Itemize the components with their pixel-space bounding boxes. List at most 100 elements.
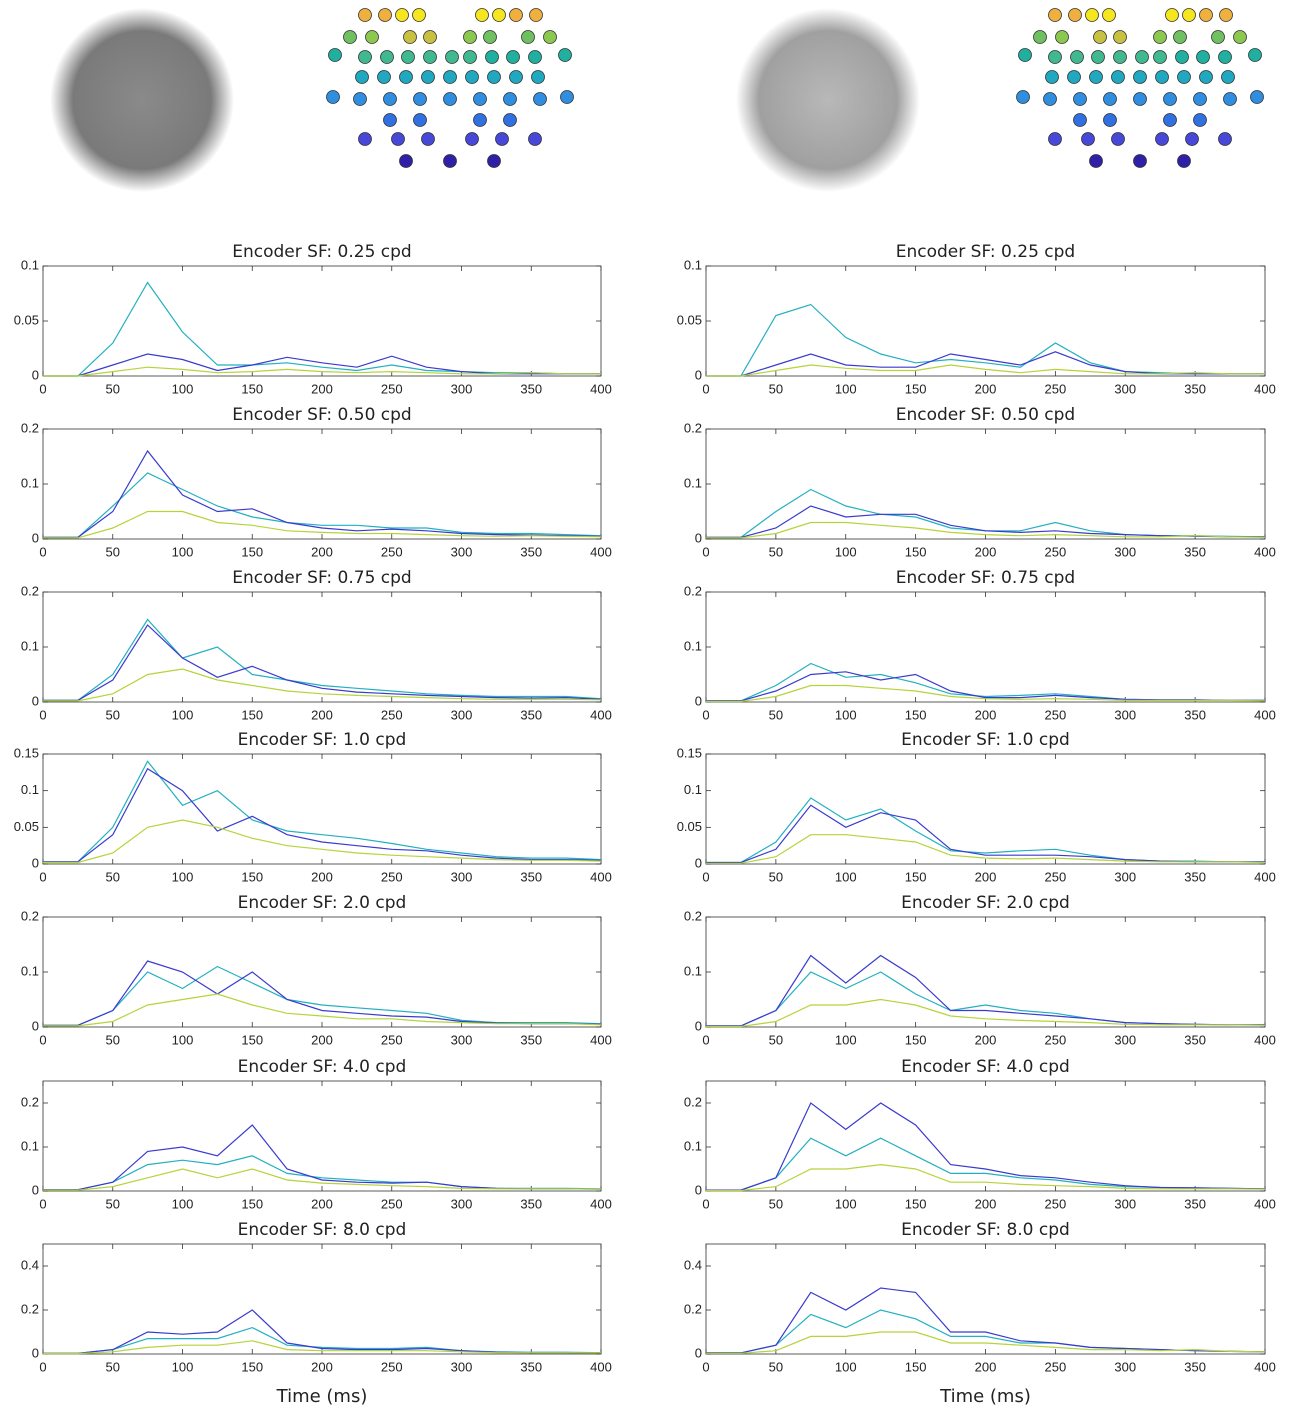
x-tick-label: 150 — [241, 544, 263, 559]
x-tick-label: 100 — [835, 869, 857, 884]
x-tick-label: 200 — [975, 707, 997, 722]
x-tick-label: 350 — [520, 707, 542, 722]
electrode — [380, 50, 394, 64]
y-tick-label: 0.1 — [21, 257, 39, 272]
electrode — [399, 154, 413, 168]
x-tick-label: 50 — [106, 707, 120, 722]
x-tick-label: 200 — [975, 544, 997, 559]
x-tick-label: 100 — [172, 544, 194, 559]
electrode — [1073, 113, 1087, 127]
y-tick-label: 0.2 — [684, 908, 702, 923]
x-tick-label: 0 — [702, 869, 709, 884]
electrode — [1093, 30, 1107, 44]
electrode — [1155, 70, 1169, 84]
y-tick-label: 0.2 — [684, 1094, 702, 1109]
x-tick-label: 0 — [39, 707, 46, 722]
chart-title: Encoder SF: 1.0 cpd — [238, 730, 407, 750]
electrode — [533, 92, 547, 106]
x-tick-label: 150 — [241, 1359, 263, 1374]
x-tick-label: 400 — [590, 869, 612, 884]
x-tick-label: 150 — [905, 381, 927, 396]
chart-title: Encoder SF: 8.0 cpd — [901, 1220, 1070, 1240]
x-tick-label: 200 — [311, 381, 333, 396]
electrode — [1175, 50, 1189, 64]
y-tick-label: 0.1 — [684, 1138, 702, 1153]
x-tick-label: 50 — [769, 1359, 783, 1374]
electrode — [1089, 154, 1103, 168]
x-tick-label: 300 — [451, 381, 473, 396]
electrode — [558, 48, 572, 62]
x-tick-label: 100 — [835, 1359, 857, 1374]
electrode — [1033, 30, 1047, 44]
x-tick-label: 100 — [172, 1032, 194, 1047]
electrode — [358, 8, 372, 22]
chart-title: Encoder SF: 1.0 cpd — [901, 730, 1070, 750]
electrode — [1111, 70, 1125, 84]
data-line — [43, 624, 602, 701]
x-tick-label: 200 — [975, 1196, 997, 1211]
electrode — [487, 154, 501, 168]
data-line — [43, 767, 602, 863]
y-tick-label: 0.1 — [21, 638, 39, 653]
x-tick-label: 150 — [905, 1359, 927, 1374]
electrode — [475, 8, 489, 22]
electrode — [1163, 113, 1177, 127]
x-tick-label: 150 — [905, 869, 927, 884]
electrode — [1048, 8, 1062, 22]
x-tick-label: 300 — [1114, 1359, 1136, 1374]
electrode — [1070, 50, 1084, 64]
electrode — [328, 48, 342, 62]
y-tick-label: 0.1 — [684, 638, 702, 653]
x-tick-label: 300 — [1114, 707, 1136, 722]
x-tick-label: 50 — [106, 381, 120, 396]
x-tick-label: 250 — [381, 1359, 403, 1374]
x-tick-label: 250 — [1045, 1032, 1067, 1047]
x-tick-label: 300 — [1114, 1032, 1136, 1047]
data-line — [43, 281, 601, 377]
x-tick-label: 50 — [769, 544, 783, 559]
electrode — [1133, 154, 1147, 168]
plot-area — [42, 591, 602, 703]
y-tick-label: 0.1 — [21, 1138, 39, 1153]
x-tick-label: 0 — [39, 869, 46, 884]
electrode — [1133, 70, 1147, 84]
y-tick-label: 0 — [32, 367, 39, 382]
chart-title: Encoder SF: 0.50 cpd — [232, 405, 411, 425]
x-tick-label: 100 — [835, 1196, 857, 1211]
electrode — [1177, 70, 1191, 84]
electrode — [560, 90, 574, 104]
y-tick-label: 0.05 — [14, 312, 39, 327]
x-tick-label: 50 — [106, 544, 120, 559]
data-line — [706, 998, 1266, 1028]
plot-area — [705, 591, 1266, 703]
x-tick-label: 250 — [381, 381, 403, 396]
x-tick-label: 200 — [311, 869, 333, 884]
data-line — [706, 834, 1266, 864]
electrode — [1043, 92, 1057, 106]
electrode — [358, 50, 372, 64]
x-tick-label: 100 — [835, 544, 857, 559]
electrode — [1250, 90, 1264, 104]
electrode — [1102, 8, 1116, 22]
x-tick-label: 350 — [520, 1359, 542, 1374]
electrode — [395, 8, 409, 22]
x-tick-label: 400 — [1254, 544, 1276, 559]
chart: Encoder SF: 4.0 cpd 0 50 100 150 200 250 300 350… — [684, 1057, 1276, 1211]
data-line — [43, 965, 602, 1026]
x-tick-label: 250 — [381, 1196, 403, 1211]
electrode — [1103, 92, 1117, 106]
x-tick-label: 200 — [311, 707, 333, 722]
y-tick-label: 0.1 — [684, 475, 702, 490]
x-tick-label: 150 — [905, 1032, 927, 1047]
data-line — [706, 954, 1265, 1027]
electrode — [1135, 50, 1149, 64]
x-tick-label: 100 — [172, 869, 194, 884]
x-tick-label: 400 — [590, 1196, 612, 1211]
y-tick-label: 0.05 — [14, 819, 39, 834]
x-tick-label: 50 — [769, 869, 783, 884]
electrode — [487, 70, 501, 84]
x-tick-label: 250 — [1045, 381, 1067, 396]
electrode — [1221, 70, 1235, 84]
x-tick-label: 200 — [975, 869, 997, 884]
